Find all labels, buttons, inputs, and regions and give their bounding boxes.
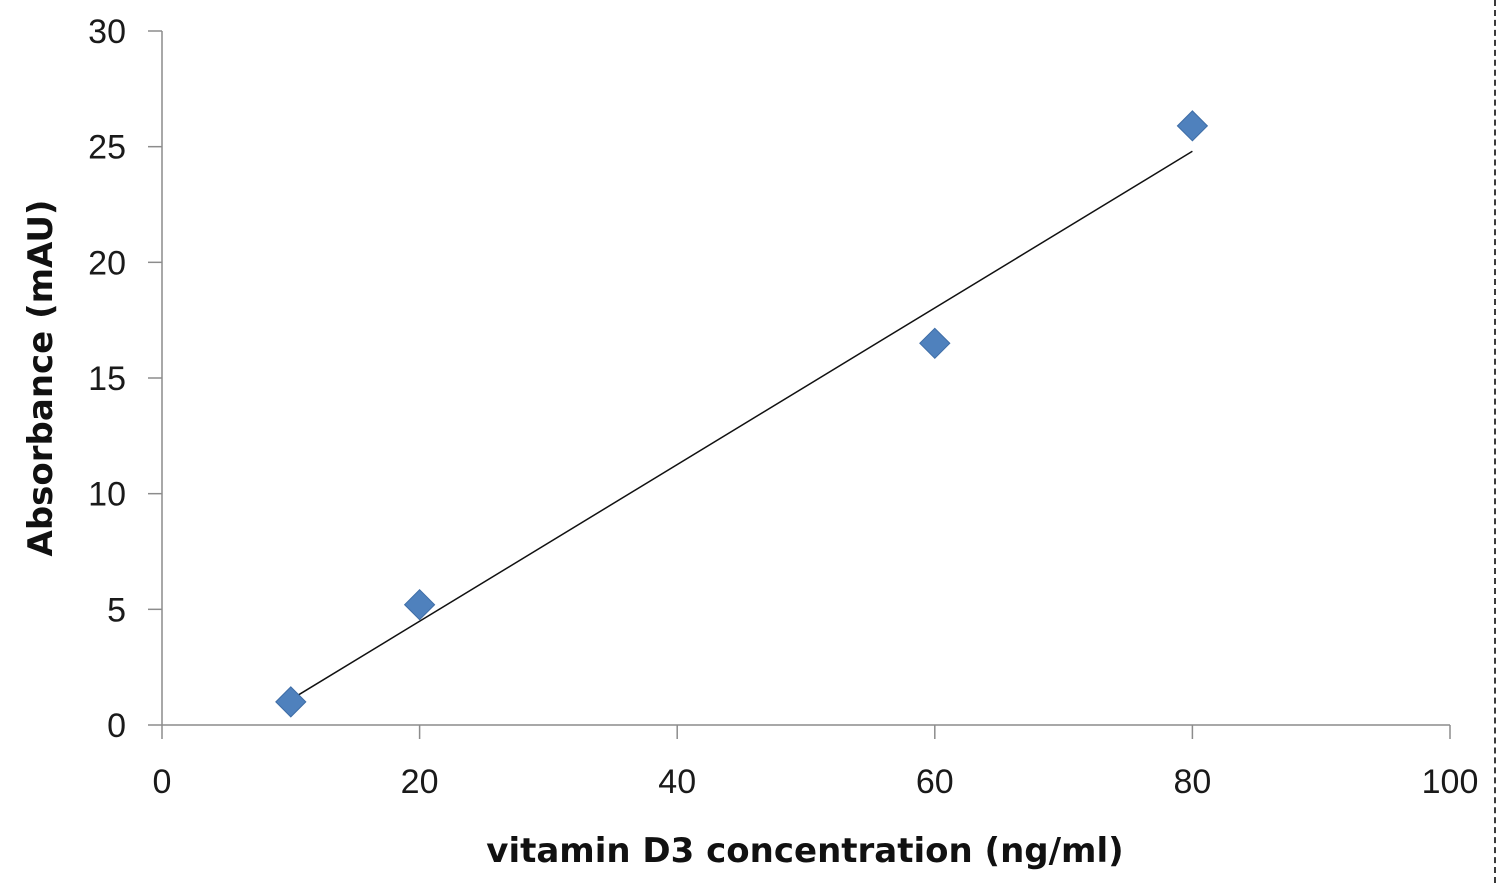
y-tick-label: 25 <box>88 129 126 167</box>
data-point <box>275 686 307 718</box>
y-tick-label: 30 <box>88 13 126 51</box>
right-edge-border <box>1494 0 1500 883</box>
x-tick-label: 60 <box>916 763 954 801</box>
data-point <box>403 588 436 621</box>
data-points <box>275 110 1209 718</box>
y-axis-ticks: 0 5 10 15 20 25 30 <box>88 13 162 745</box>
x-tick-label: 80 <box>1173 763 1211 801</box>
y-tick-label: 20 <box>88 244 126 282</box>
x-axis-title: vitamin D3 concentration (ng/ml) <box>486 831 1123 871</box>
x-tick-label: 0 <box>153 763 172 801</box>
data-point <box>1176 110 1209 142</box>
data-point <box>919 327 951 360</box>
y-tick-label: 5 <box>107 591 126 629</box>
y-axis-title: Absorbance (mAU) <box>21 200 61 557</box>
trendline <box>290 150 1193 701</box>
x-tick-label: 40 <box>658 763 696 801</box>
x-tick-label: 20 <box>401 763 439 801</box>
x-tick-label: 100 <box>1422 763 1479 801</box>
x-axis-ticks: 0 20 40 60 80 100 <box>153 725 1479 801</box>
trendline-group <box>290 150 1193 701</box>
y-tick-label: 0 <box>107 707 126 745</box>
y-tick-label: 10 <box>88 476 126 514</box>
y-tick-label: 15 <box>88 360 126 398</box>
